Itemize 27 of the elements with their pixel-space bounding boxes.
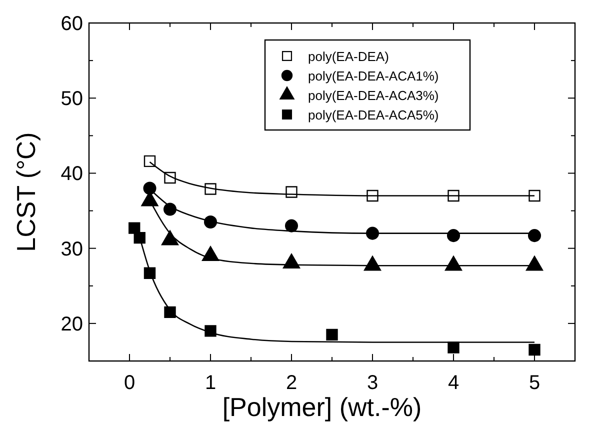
legend-label: poly(EA-DEA-ACA1%) (308, 68, 439, 84)
point (528, 190, 540, 202)
x-tick-label: 1 (204, 372, 216, 394)
point (448, 342, 460, 354)
point (326, 328, 338, 341)
point (204, 325, 216, 337)
point (284, 219, 298, 232)
point (528, 229, 542, 242)
point (528, 344, 540, 356)
y-tick-label: 30 (60, 238, 83, 260)
x-axis-title: [Polymer] (wt.-%) (222, 392, 422, 422)
legend-label: poly(EA-DEA-ACA5%) (308, 108, 439, 122)
y-tick-label: 40 (60, 163, 83, 186)
x-tick-label: 3 (366, 372, 378, 394)
point (128, 222, 140, 234)
x-tick-label: 0 (124, 372, 136, 394)
y-tick-label: 50 (60, 88, 83, 110)
x-tick-label: 5 (528, 372, 540, 394)
y-tick-label: 20 (60, 313, 83, 336)
y-axis-title: LCST (°C) (11, 132, 41, 252)
legend-label: poly(EA-DEA-ACA3%) (308, 88, 439, 103)
x-tick-label: 4 (448, 372, 460, 394)
y-tick-label: 60 (60, 13, 83, 35)
point (134, 232, 146, 244)
x-tick-label: 2 (286, 372, 298, 394)
point (144, 155, 156, 168)
legend-label: poly(EA-DEA) (308, 49, 389, 64)
